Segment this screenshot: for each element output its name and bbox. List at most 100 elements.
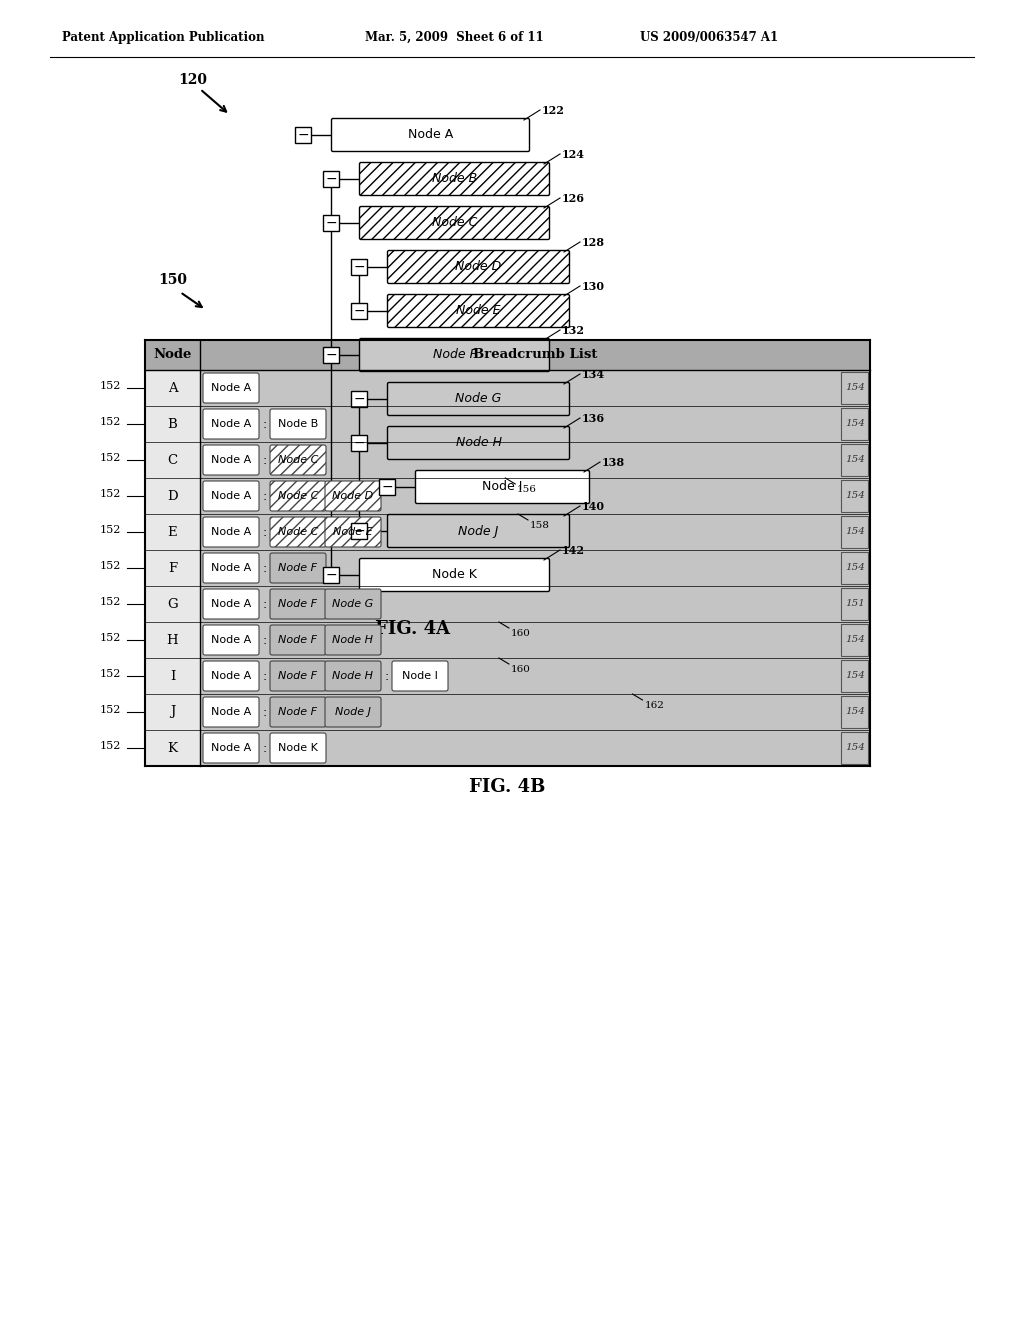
Text: Node F: Node F [279, 564, 317, 573]
FancyBboxPatch shape [387, 515, 569, 548]
Bar [841, 480, 868, 512]
FancyBboxPatch shape [203, 697, 259, 727]
Text: 150: 150 [158, 273, 187, 286]
Bar [841, 733, 868, 764]
Text: Node H: Node H [456, 437, 502, 450]
Text: Node H: Node H [333, 671, 374, 681]
FancyBboxPatch shape [203, 589, 259, 619]
FancyBboxPatch shape [203, 409, 259, 440]
Text: F: F [168, 561, 177, 574]
Text: 138: 138 [602, 457, 625, 467]
Text: 160: 160 [511, 665, 530, 675]
Text: :: : [263, 417, 267, 430]
Text: Node A: Node A [408, 128, 454, 141]
Bar [200, 730, 870, 766]
Text: −: − [353, 260, 365, 275]
Text: C: C [168, 454, 177, 466]
Text: Node A: Node A [211, 708, 251, 717]
Text: Node C: Node C [278, 455, 318, 465]
Text: Node F: Node F [279, 635, 317, 645]
Text: Node D: Node D [333, 491, 374, 502]
Text: 154: 154 [845, 528, 865, 536]
Text: 154: 154 [845, 455, 865, 465]
Text: Node K: Node K [432, 569, 477, 582]
Bar [200, 442, 870, 478]
FancyBboxPatch shape [203, 624, 259, 655]
Bar [200, 622, 870, 657]
Text: 142: 142 [562, 544, 585, 556]
Bar [200, 694, 870, 730]
Text: US 2009/0063547 A1: US 2009/0063547 A1 [640, 30, 778, 44]
Text: Node C: Node C [278, 491, 318, 502]
FancyBboxPatch shape [359, 206, 550, 239]
Text: 162: 162 [644, 701, 665, 710]
Bar [841, 587, 868, 620]
Text: Node B: Node B [432, 173, 477, 186]
Text: FIG. 4A: FIG. 4A [376, 620, 451, 638]
Text: 152: 152 [100, 453, 122, 463]
Text: 154: 154 [845, 384, 865, 392]
Text: −: − [326, 216, 337, 230]
Text: −: − [353, 304, 365, 318]
Bar [145, 622, 200, 657]
Bar [200, 586, 870, 622]
FancyBboxPatch shape [387, 383, 569, 416]
Bar [379, 479, 395, 495]
Text: :: : [263, 634, 267, 647]
Text: Node C: Node C [432, 216, 477, 230]
Text: J: J [170, 705, 175, 718]
Text: 152: 152 [100, 381, 122, 391]
Bar [200, 407, 870, 442]
Text: 128: 128 [582, 236, 605, 248]
Text: 152: 152 [100, 634, 122, 643]
Text: Node D: Node D [456, 260, 502, 273]
Text: Node H: Node H [333, 635, 374, 645]
Text: 154: 154 [845, 491, 865, 500]
Text: H: H [167, 634, 178, 647]
FancyBboxPatch shape [270, 445, 326, 475]
Text: Node I: Node I [482, 480, 522, 494]
Text: A: A [168, 381, 177, 395]
Text: 158: 158 [530, 521, 550, 531]
FancyBboxPatch shape [270, 661, 326, 690]
Bar [841, 408, 868, 440]
FancyBboxPatch shape [203, 374, 259, 403]
Text: Node A: Node A [211, 418, 251, 429]
Text: −: − [326, 172, 337, 186]
Text: Node F: Node F [279, 708, 317, 717]
Bar [145, 586, 200, 622]
Bar [200, 657, 870, 694]
Text: 134: 134 [582, 368, 605, 380]
Bar [145, 341, 870, 370]
Bar [323, 568, 339, 583]
Bar [200, 513, 870, 550]
Text: 152: 152 [100, 669, 122, 678]
Text: −: − [353, 524, 365, 539]
FancyBboxPatch shape [387, 294, 569, 327]
Text: 140: 140 [582, 500, 605, 511]
Text: :: : [263, 705, 267, 718]
Text: Node E: Node E [457, 305, 501, 318]
Text: :: : [385, 669, 389, 682]
Text: 154: 154 [845, 420, 865, 429]
FancyBboxPatch shape [325, 589, 381, 619]
FancyBboxPatch shape [270, 624, 326, 655]
Text: Node A: Node A [211, 743, 251, 752]
Text: 136: 136 [582, 412, 605, 424]
Bar [351, 391, 367, 407]
Text: 154: 154 [845, 635, 865, 644]
Text: :: : [263, 454, 267, 466]
Text: Node A: Node A [211, 527, 251, 537]
Text: 130: 130 [582, 281, 605, 292]
Bar [145, 730, 200, 766]
Bar [200, 550, 870, 586]
Bar [351, 523, 367, 539]
Text: I: I [170, 669, 175, 682]
Text: −: − [297, 128, 309, 143]
FancyBboxPatch shape [203, 480, 259, 511]
Bar [841, 444, 868, 477]
Text: 160: 160 [511, 630, 530, 638]
Bar [145, 370, 200, 407]
Text: Breadcrumb List: Breadcrumb List [473, 348, 597, 362]
Text: Node G: Node G [456, 392, 502, 405]
